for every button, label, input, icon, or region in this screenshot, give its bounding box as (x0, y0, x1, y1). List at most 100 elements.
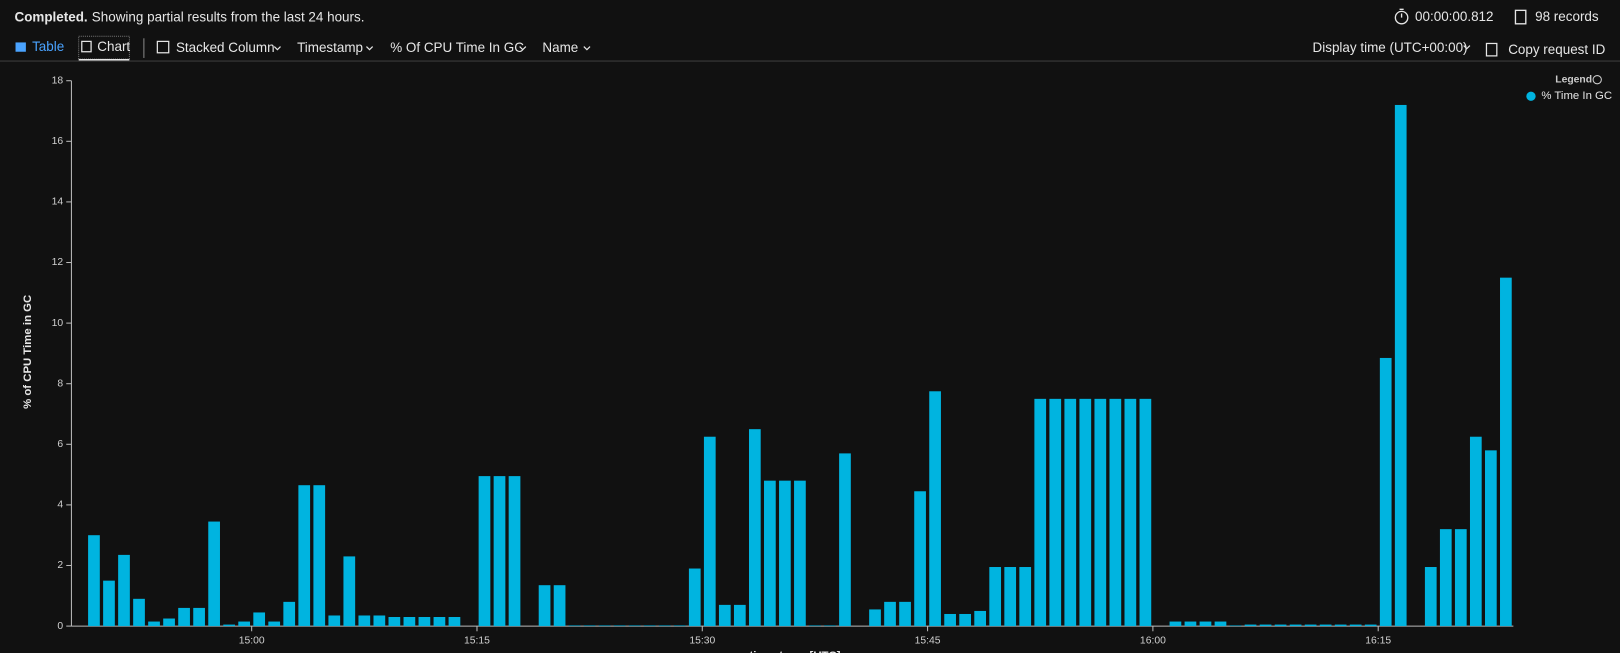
bar (884, 601, 896, 627)
bar (328, 615, 341, 627)
x-tick-label: 15:45 (915, 635, 941, 646)
bar (959, 613, 971, 627)
timer-icon (1394, 8, 1409, 25)
status-bold: Completed. (14, 9, 87, 24)
bar (208, 521, 220, 627)
split-column-dropdown[interactable]: Name (542, 40, 578, 55)
bar (809, 625, 821, 627)
x-tick-label: 16:15 (1365, 635, 1391, 646)
duration: 00:00:00.812 (1415, 9, 1493, 24)
bar (1304, 624, 1317, 627)
x-tick-label: 15:00 (239, 635, 265, 646)
bar (1049, 398, 1062, 627)
bar (824, 625, 836, 627)
bar (1424, 567, 1437, 627)
bar (298, 485, 311, 627)
y-tick-label: 4 (57, 500, 63, 511)
bar (88, 535, 100, 627)
bar (433, 617, 446, 627)
copy-icon (1485, 42, 1498, 57)
records: 98 records (1535, 9, 1599, 24)
bar (388, 617, 401, 627)
bar (1214, 621, 1227, 627)
bar (1379, 357, 1392, 627)
y-tick-label: 16 (52, 136, 64, 147)
status-text: Showing partial results from the last 24… (92, 9, 365, 24)
bar (1454, 529, 1467, 627)
bar (448, 617, 461, 627)
chart-type-dropdown[interactable]: Stacked Column (176, 40, 275, 55)
bar (1094, 398, 1107, 627)
bar (658, 625, 671, 627)
legend-label: % Time In GC (1541, 90, 1612, 102)
bar (1469, 436, 1482, 627)
bar (974, 610, 987, 627)
x-tick-label: 15:30 (689, 635, 715, 646)
y-tick-label: 10 (52, 318, 64, 329)
bar (1034, 398, 1047, 627)
bar (613, 625, 626, 627)
bar (1334, 624, 1347, 627)
x-column-dropdown[interactable]: Timestamp (297, 40, 363, 55)
bar (1349, 624, 1362, 627)
bar (238, 621, 251, 627)
bar (223, 624, 235, 627)
bar (1004, 567, 1017, 627)
y-column-dropdown[interactable]: % Of CPU Time In GC (390, 40, 524, 55)
bar (1259, 624, 1272, 627)
x-tick-label: 15:15 (464, 635, 490, 646)
chart: % of CPU Time in GC timestamp [UTC] Lege… (22, 74, 1612, 653)
bar (1394, 104, 1407, 627)
bar (343, 556, 356, 627)
bar (1439, 529, 1452, 627)
bar (148, 621, 160, 627)
bar (178, 607, 190, 627)
bar (899, 601, 911, 627)
bar (989, 567, 1002, 627)
bar (163, 618, 175, 627)
records-icon (1514, 9, 1527, 25)
bar (929, 391, 941, 627)
chart-type-icon (156, 40, 170, 54)
bar (703, 436, 716, 627)
bar (133, 598, 145, 627)
bar (944, 613, 956, 627)
bar (673, 625, 686, 627)
legend-swatch (1526, 91, 1536, 101)
y-tick-label: 0 (57, 621, 63, 632)
bar (1289, 624, 1302, 627)
bar (568, 625, 581, 627)
bar (1169, 621, 1182, 627)
table-tab[interactable]: Table (32, 39, 64, 54)
bar (1484, 450, 1497, 627)
bar (313, 485, 326, 627)
y-tick-label: 6 (57, 439, 63, 450)
y-tick-label: 2 (57, 560, 63, 571)
chart-tab[interactable]: Chart (97, 39, 130, 54)
legend-toggle[interactable] (1592, 75, 1602, 85)
bar (403, 617, 416, 627)
bar (268, 621, 281, 627)
display-time-dropdown[interactable]: Display time (UTC+00:00) (1313, 40, 1468, 55)
y-tick-label: 18 (52, 75, 64, 86)
bar (553, 585, 566, 627)
bar (779, 480, 791, 627)
bar (1229, 625, 1242, 627)
bar (764, 480, 776, 627)
y-axis-label: % of CPU Time in GC (22, 295, 34, 409)
bar (839, 453, 851, 627)
bar (1109, 398, 1122, 627)
bar (1274, 624, 1287, 627)
legend-title[interactable]: Legend (1555, 74, 1592, 85)
chart-tab-focus (78, 35, 130, 60)
copy-request-id[interactable]: Copy request ID (1508, 42, 1605, 57)
table-icon (15, 42, 26, 52)
bar (1064, 398, 1077, 627)
bar (1079, 398, 1092, 627)
bar (103, 580, 115, 627)
bar (538, 585, 551, 627)
bar (373, 615, 386, 627)
bar (718, 604, 731, 627)
bar (358, 615, 371, 627)
